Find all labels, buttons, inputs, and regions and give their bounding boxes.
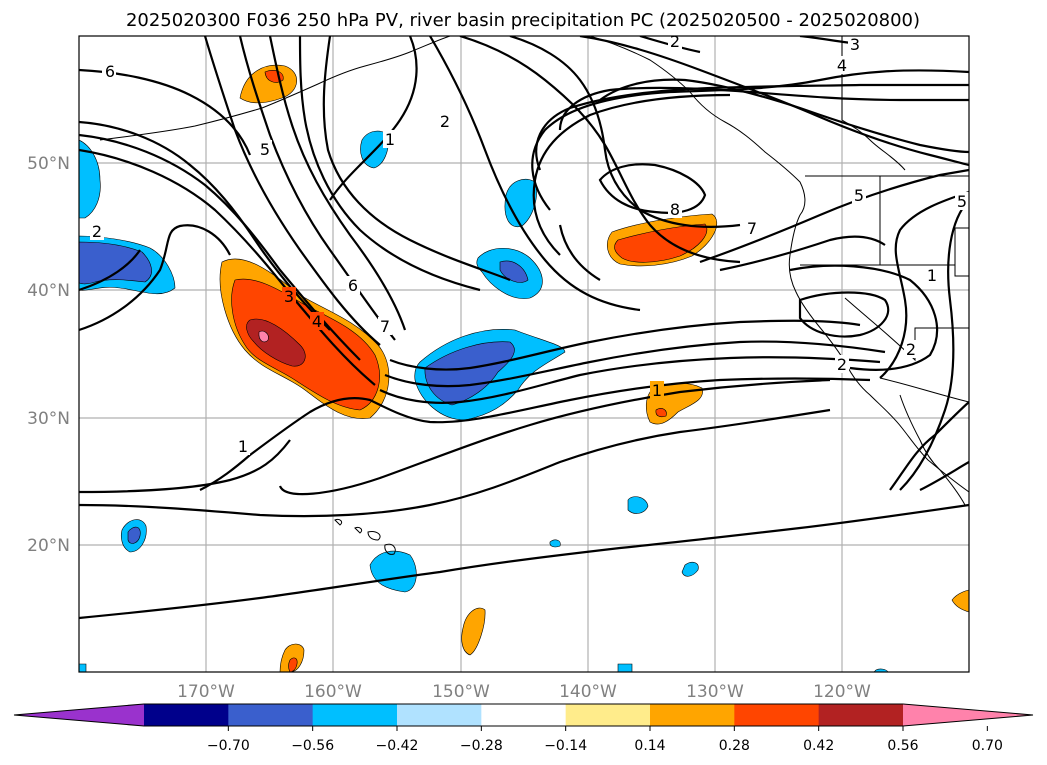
negative-patch-hawaii	[369, 550, 417, 593]
contour-label: 8	[670, 200, 680, 219]
lon-tick-label: 120°W	[813, 682, 871, 702]
colorbar-tick-label: 0.14	[634, 738, 665, 754]
contour-label: 1	[652, 381, 662, 400]
colorbar-tick-label: 0.70	[972, 738, 1003, 754]
coastline-north-america	[589, 36, 969, 493]
contour-label: 5	[957, 192, 967, 211]
contour-label: 4	[837, 56, 847, 75]
contour-label: 2	[906, 340, 916, 359]
lat-tick-label: 50°N	[27, 154, 70, 174]
colorbar-tick-label: 0.42	[803, 738, 834, 754]
lat-tick-label: 40°N	[27, 281, 70, 301]
contour-label: 1	[927, 266, 937, 285]
lon-tick-label: 170°W	[177, 682, 235, 702]
coastline-hawaii	[334, 519, 396, 555]
contour-label: 3	[284, 287, 294, 306]
contour-label: 4	[312, 312, 322, 331]
map-panel: 6 2 3 2 5 1 2 4 5 3 4 6 7 1	[79, 32, 969, 672]
colorbar-bin	[650, 704, 735, 726]
colorbar-outline	[13, 703, 1034, 727]
precip-patches	[79, 64, 969, 672]
colorbar-extend-high	[903, 704, 1033, 726]
contour-label: 2	[670, 32, 680, 51]
coastline-aleutians	[99, 36, 451, 141]
colorbar-tick-label: 0.56	[887, 738, 918, 754]
lat-axis: 50°N 40°N 30°N 20°N	[27, 154, 70, 556]
lat-tick-label: 20°N	[27, 536, 70, 556]
lon-tick-label: 130°W	[686, 682, 744, 702]
colorbar-bin	[481, 704, 567, 726]
colorbar-tick-label: −0.70	[207, 738, 250, 754]
contour-label: 3	[850, 35, 860, 54]
contour-label: 7	[380, 317, 390, 336]
lon-axis: 170°W 160°W 150°W 140°W 130°W 120°W	[177, 682, 871, 702]
colorbar: −0.70 −0.56 −0.42 −0.28 −0.14 0.14 0.28 0.42 0.5…	[13, 703, 1034, 754]
negative-patch-northwest-edge	[79, 139, 101, 219]
colorbar-extend-low	[14, 704, 144, 726]
colorbar-tick-label: 0.28	[719, 738, 750, 754]
map-title: 2025020300 F036 250 hPa PV, river basin …	[126, 10, 920, 31]
map-frame	[78, 35, 970, 673]
colorbar-bin	[312, 704, 398, 726]
contour-label: 5	[854, 186, 864, 205]
colorbar-bin	[818, 704, 904, 726]
colorbar-bin	[228, 704, 314, 726]
colorbar-tick-label: −0.14	[544, 738, 587, 754]
contour-label: 2	[440, 112, 450, 131]
positive-patch-central-pacific-peak	[258, 330, 269, 343]
contour-label: 6	[105, 62, 115, 81]
positive-patch-central-pacific-max	[246, 318, 306, 367]
contour-label: 2	[837, 355, 847, 374]
pv-contours	[79, 36, 969, 620]
coastlines	[99, 36, 969, 555]
colorbar-bin	[734, 704, 820, 726]
colorbar-tick-label: −0.28	[460, 738, 503, 754]
contour-label: 5	[260, 140, 270, 159]
lat-tick-label: 30°N	[27, 409, 70, 429]
colorbar-tick-label: −0.56	[291, 738, 334, 754]
contour-label: 2	[92, 222, 102, 241]
contour-label: 7	[747, 219, 757, 238]
colorbar-tick-label: −0.42	[376, 738, 419, 754]
contour-label: 6	[348, 276, 358, 295]
lon-tick-label: 160°W	[304, 682, 362, 702]
lon-tick-label: 140°W	[559, 682, 617, 702]
contour-label: 1	[238, 437, 248, 456]
colorbar-bin	[144, 704, 229, 726]
colorbar-bin	[565, 704, 651, 726]
colorbar-bin	[397, 704, 482, 726]
lon-tick-label: 150°W	[432, 682, 490, 702]
contour-label: 1	[385, 130, 395, 149]
contour-labels: 6 2 3 2 5 1 2 4 5 3 4 6 7 1	[90, 32, 969, 456]
